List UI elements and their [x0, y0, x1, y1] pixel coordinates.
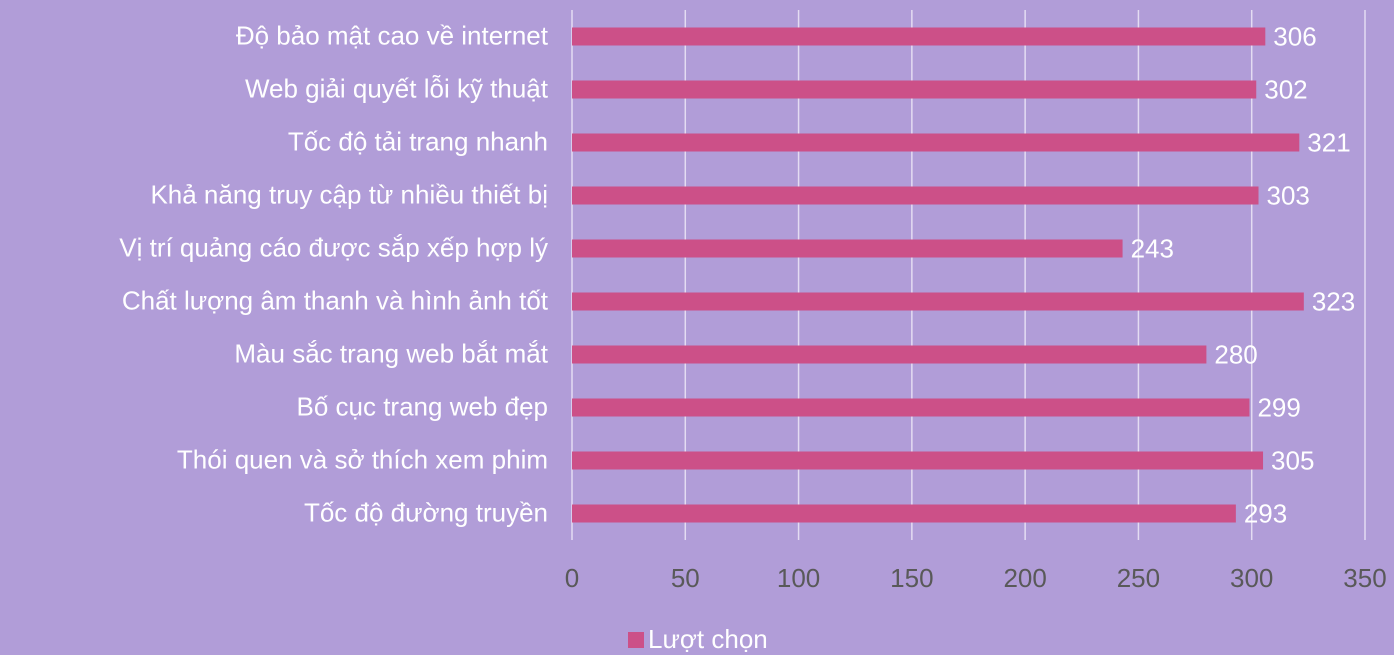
x-tick-label: 50: [671, 563, 700, 593]
x-tick-label: 100: [777, 563, 820, 593]
data-label: 321: [1307, 127, 1350, 157]
x-tick-label: 250: [1117, 563, 1160, 593]
data-label: 299: [1257, 392, 1300, 422]
y-tick-label: Web giải quyết lỗi kỹ thuật: [245, 73, 549, 103]
bar: [572, 504, 1236, 523]
y-tick-label: Thói quen và sở thích xem phim: [177, 444, 548, 474]
bar: [572, 239, 1123, 258]
bar: [572, 80, 1257, 99]
y-tick-label: Tốc độ tải trang nhanh: [288, 126, 548, 156]
y-tick-label: Khả năng truy cập từ nhiều thiết bị: [150, 179, 548, 209]
y-tick-label: Độ bảo mật cao về internet: [236, 20, 549, 50]
bar: [572, 398, 1250, 417]
x-tick-label: 0: [565, 563, 579, 593]
bar: [572, 292, 1304, 311]
x-tick-label: 150: [890, 563, 933, 593]
y-tick-label: Bố cục trang web đẹp: [297, 391, 549, 421]
legend-swatch: [628, 632, 644, 648]
data-label: 323: [1312, 286, 1355, 316]
bar: [572, 133, 1300, 152]
data-label: 306: [1273, 21, 1316, 51]
data-label: 302: [1264, 74, 1307, 104]
data-label: 293: [1244, 498, 1287, 528]
x-tick-label: 300: [1230, 563, 1273, 593]
bar: [572, 27, 1266, 46]
bar: [572, 451, 1264, 470]
y-tick-label: Màu sắc trang web bắt mắt: [234, 338, 548, 368]
data-label: 280: [1214, 339, 1257, 369]
bar: [572, 186, 1259, 205]
data-label: 243: [1131, 233, 1174, 263]
legend-label: Lượt chọn: [648, 624, 768, 654]
data-label: 303: [1267, 180, 1310, 210]
bar: [572, 345, 1207, 364]
x-tick-label: 350: [1343, 563, 1386, 593]
y-tick-label: Tốc độ đường truyền: [304, 497, 548, 527]
y-tick-label: Vị trí quảng cáo được sắp xếp hợp lý: [119, 232, 548, 262]
y-tick-label: Chất lượng âm thanh và hình ảnh tốt: [122, 285, 549, 315]
data-label: 305: [1271, 445, 1314, 475]
x-tick-label: 200: [1003, 563, 1046, 593]
